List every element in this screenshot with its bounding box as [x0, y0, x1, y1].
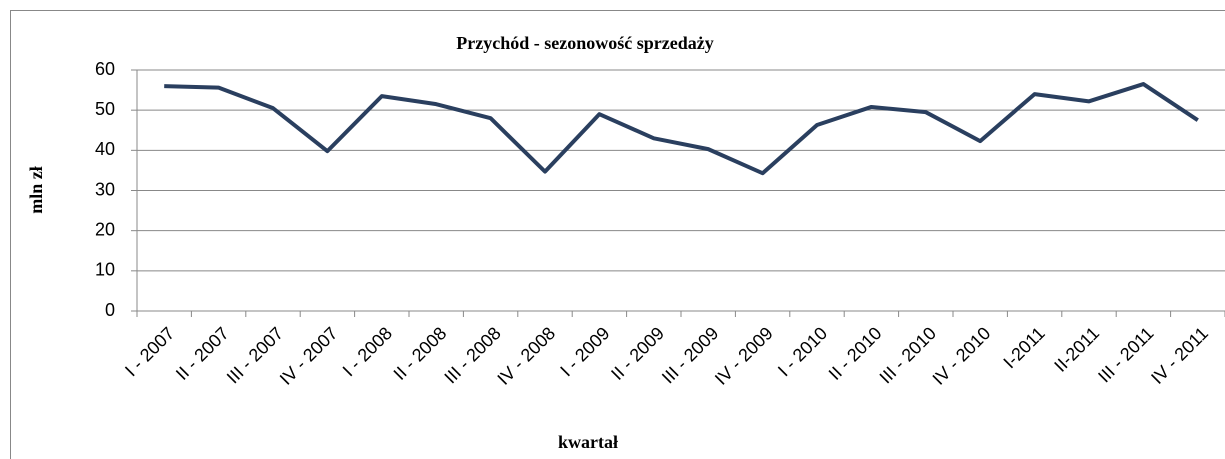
x-tick-label: IV - 2009 [711, 323, 777, 389]
line [164, 82, 1199, 176]
y-tick-label: 0 [105, 300, 115, 320]
x-tick-label: IV - 2007 [276, 323, 342, 389]
x-tick-label: I - 2009 [556, 323, 613, 380]
chart-frame [10, 10, 1225, 459]
x-tick-label: I-2011 [999, 323, 1048, 372]
y-tick-label: 20 [95, 219, 115, 239]
y-tick-label: 50 [95, 99, 115, 119]
y-tick-label: 60 [95, 59, 115, 79]
y-tick-label: 40 [95, 139, 115, 159]
x-tick-label: III - 2011 [1094, 323, 1157, 386]
y-tick-label: 10 [95, 260, 115, 280]
x-tick-label: II-2011 [1050, 323, 1103, 376]
y-axis-title: mln zł [26, 166, 46, 214]
chart-title: Przychód - sezonowość sprzedaży [456, 33, 713, 53]
y-tick-label: 30 [95, 179, 115, 199]
x-tick-label: IV - 2011 [1147, 323, 1212, 388]
x-axis-title: kwartał [558, 432, 618, 452]
x-tick-label: IV - 2010 [929, 323, 995, 389]
x-tick-label: I - 2007 [121, 323, 178, 380]
x-tick-label: I - 2008 [339, 323, 396, 380]
x-tick-label: I - 2010 [774, 323, 831, 380]
x-tick-label: IV - 2008 [493, 323, 559, 389]
